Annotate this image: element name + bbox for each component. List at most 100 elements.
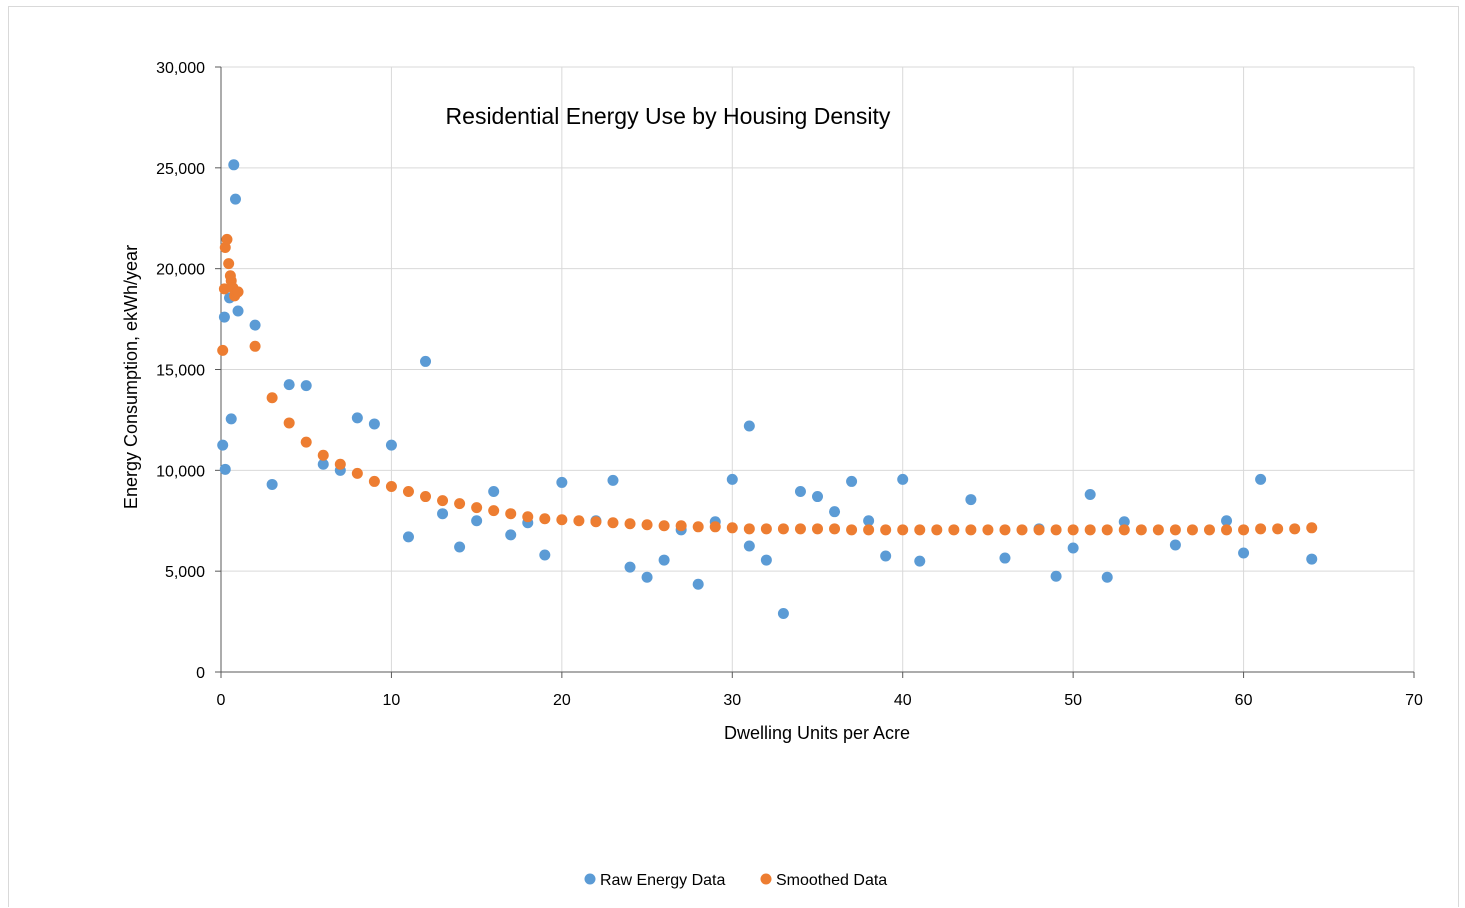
raw-data-point[interactable] bbox=[1101, 571, 1113, 583]
raw-data-point[interactable] bbox=[658, 554, 670, 566]
smoothed-data-point[interactable] bbox=[218, 283, 230, 295]
raw-data-point[interactable] bbox=[965, 494, 977, 506]
smoothed-data-point[interactable] bbox=[863, 524, 875, 536]
raw-data-point[interactable] bbox=[454, 541, 466, 553]
raw-data-point[interactable] bbox=[368, 418, 380, 430]
raw-data-point[interactable] bbox=[539, 549, 551, 561]
smoothed-data-point[interactable] bbox=[1203, 524, 1215, 536]
raw-data-point[interactable] bbox=[1050, 570, 1062, 582]
smoothed-data-point[interactable] bbox=[351, 467, 363, 479]
smoothed-data-point[interactable] bbox=[217, 344, 229, 356]
raw-data-point[interactable] bbox=[897, 473, 909, 485]
smoothed-data-point[interactable] bbox=[1169, 524, 1181, 536]
smoothed-data-point[interactable] bbox=[317, 449, 329, 461]
smoothed-data-point[interactable] bbox=[1016, 524, 1028, 536]
raw-data-point[interactable] bbox=[1306, 553, 1318, 565]
raw-data-point[interactable] bbox=[249, 319, 261, 331]
smoothed-data-point[interactable] bbox=[743, 523, 755, 535]
smoothed-data-point[interactable] bbox=[914, 524, 926, 536]
raw-data-point[interactable] bbox=[385, 439, 397, 451]
smoothed-data-point[interactable] bbox=[221, 233, 233, 245]
raw-data-point[interactable] bbox=[437, 508, 449, 520]
smoothed-data-point[interactable] bbox=[1033, 524, 1045, 536]
smoothed-data-point[interactable] bbox=[539, 513, 551, 525]
smoothed-data-point[interactable] bbox=[624, 518, 636, 530]
smoothed-data-point[interactable] bbox=[1221, 524, 1233, 536]
raw-data-point[interactable] bbox=[232, 305, 244, 317]
raw-data-point[interactable] bbox=[488, 486, 500, 498]
smoothed-data-point[interactable] bbox=[1238, 524, 1250, 536]
smoothed-data-point[interactable] bbox=[471, 502, 483, 514]
smoothed-data-point[interactable] bbox=[368, 475, 380, 487]
raw-data-point[interactable] bbox=[556, 476, 568, 488]
smoothed-data-point[interactable] bbox=[709, 521, 721, 533]
smoothed-data-point[interactable] bbox=[437, 495, 449, 507]
smoothed-data-point[interactable] bbox=[385, 480, 397, 492]
raw-data-point[interactable] bbox=[300, 380, 312, 392]
smoothed-data-point[interactable] bbox=[334, 458, 346, 470]
raw-data-point[interactable] bbox=[914, 555, 926, 567]
smoothed-data-point[interactable] bbox=[505, 508, 517, 520]
smoothed-data-point[interactable] bbox=[402, 486, 414, 498]
raw-data-point[interactable] bbox=[1067, 542, 1079, 554]
raw-data-point[interactable] bbox=[351, 412, 363, 424]
legend-item-raw[interactable]: Raw Energy Data bbox=[584, 872, 726, 889]
smoothed-data-point[interactable] bbox=[607, 517, 619, 529]
smoothed-data-point[interactable] bbox=[1135, 524, 1147, 536]
smoothed-data-point[interactable] bbox=[283, 417, 295, 429]
raw-data-point[interactable] bbox=[402, 531, 414, 543]
smoothed-data-point[interactable] bbox=[454, 498, 466, 510]
smoothed-data-point[interactable] bbox=[1186, 524, 1198, 536]
raw-data-point[interactable] bbox=[863, 515, 875, 527]
smoothed-data-point[interactable] bbox=[522, 511, 534, 523]
smoothed-data-point[interactable] bbox=[897, 524, 909, 536]
smoothed-data-point[interactable] bbox=[982, 524, 994, 536]
raw-data-point[interactable] bbox=[1255, 473, 1267, 485]
smoothed-data-point[interactable] bbox=[880, 524, 892, 536]
smoothed-data-point[interactable] bbox=[641, 519, 653, 531]
raw-data-point[interactable] bbox=[266, 478, 278, 490]
raw-data-point[interactable] bbox=[225, 413, 237, 425]
smoothed-data-point[interactable] bbox=[1101, 524, 1113, 536]
smoothed-data-point[interactable] bbox=[556, 514, 568, 526]
raw-data-point[interactable] bbox=[760, 554, 772, 566]
smoothed-data-point[interactable] bbox=[931, 524, 943, 536]
smoothed-data-point[interactable] bbox=[1272, 523, 1284, 535]
smoothed-data-point[interactable] bbox=[658, 520, 670, 532]
raw-data-point[interactable] bbox=[692, 578, 704, 590]
smoothed-data-point[interactable] bbox=[249, 340, 261, 352]
raw-data-point[interactable] bbox=[1221, 515, 1233, 527]
smoothed-data-point[interactable] bbox=[300, 436, 312, 448]
raw-data-point[interactable] bbox=[471, 515, 483, 527]
raw-data-point[interactable] bbox=[505, 529, 517, 541]
smoothed-data-point[interactable] bbox=[1118, 524, 1130, 536]
smoothed-data-point[interactable] bbox=[232, 286, 244, 298]
raw-data-point[interactable] bbox=[228, 159, 240, 171]
raw-data-point[interactable] bbox=[743, 540, 755, 552]
raw-data-point[interactable] bbox=[218, 311, 230, 323]
raw-data-point[interactable] bbox=[607, 474, 619, 486]
raw-data-point[interactable] bbox=[1084, 489, 1096, 501]
smoothed-data-point[interactable] bbox=[590, 516, 602, 528]
smoothed-data-point[interactable] bbox=[760, 523, 772, 535]
smoothed-data-point[interactable] bbox=[1306, 522, 1318, 534]
raw-data-point[interactable] bbox=[829, 506, 841, 518]
raw-data-point[interactable] bbox=[420, 355, 432, 367]
smoothed-data-point[interactable] bbox=[223, 258, 235, 270]
smoothed-data-point[interactable] bbox=[965, 524, 977, 536]
raw-data-point[interactable] bbox=[846, 475, 858, 487]
raw-data-point[interactable] bbox=[624, 561, 636, 573]
smoothed-data-point[interactable] bbox=[675, 520, 687, 532]
smoothed-data-point[interactable] bbox=[1050, 524, 1062, 536]
smoothed-data-point[interactable] bbox=[726, 522, 738, 534]
raw-data-point[interactable] bbox=[777, 608, 789, 620]
raw-data-point[interactable] bbox=[283, 379, 295, 391]
smoothed-data-point[interactable] bbox=[266, 392, 278, 404]
raw-data-point[interactable] bbox=[743, 420, 755, 432]
raw-data-point[interactable] bbox=[1238, 547, 1250, 559]
smoothed-data-point[interactable] bbox=[420, 491, 432, 503]
smoothed-data-point[interactable] bbox=[829, 523, 841, 535]
smoothed-data-point[interactable] bbox=[573, 515, 585, 527]
raw-data-point[interactable] bbox=[726, 473, 738, 485]
raw-data-point[interactable] bbox=[1169, 539, 1181, 551]
